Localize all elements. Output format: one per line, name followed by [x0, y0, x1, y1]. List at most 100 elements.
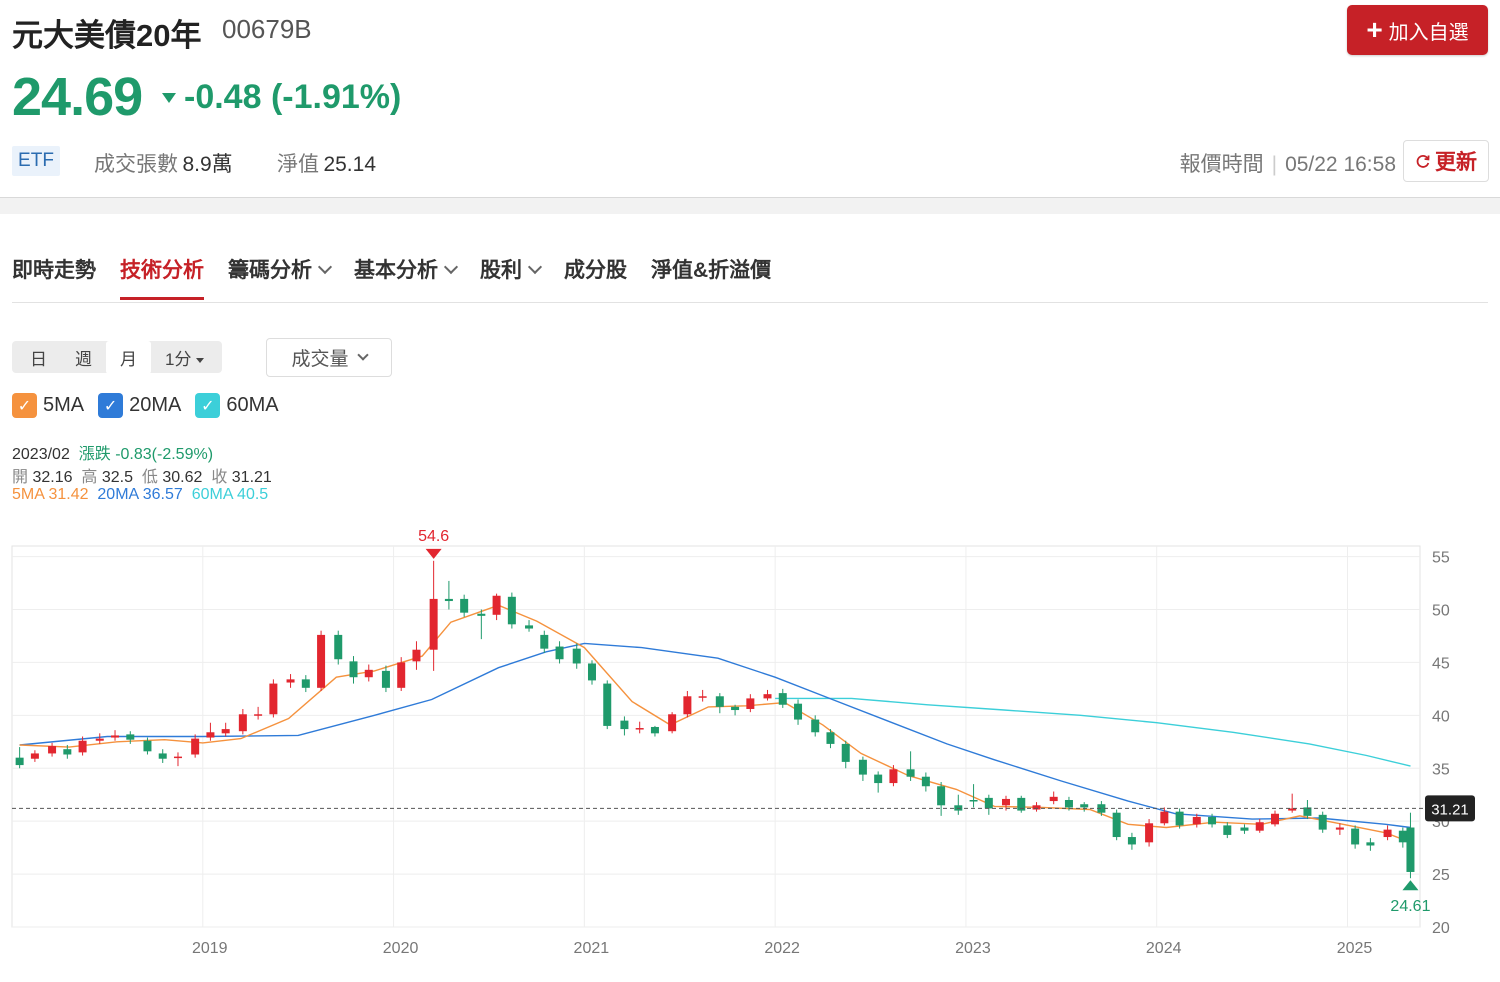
ma5-line [19, 604, 1411, 843]
candle-body [746, 698, 755, 709]
candle-body [1064, 800, 1073, 808]
tabs-underline [12, 302, 1488, 303]
candle-body [1160, 811, 1169, 824]
candle-body [841, 743, 850, 762]
volume-value: 8.9萬 [182, 153, 233, 176]
candle-body [1351, 828, 1360, 845]
candle-body [1271, 813, 1280, 825]
y-tick-label: 25 [1432, 867, 1450, 884]
candle-body [1127, 837, 1136, 845]
current-price: 24.69 [12, 67, 143, 127]
period-week[interactable]: 週 [75, 349, 92, 369]
volume-stat: 成交張數 8.9萬 [94, 148, 233, 178]
candle-body [460, 598, 469, 613]
candle-body [778, 693, 787, 705]
tab-technical[interactable]: 技術分析 [120, 254, 204, 300]
candle-body [191, 738, 200, 755]
tab-dividend[interactable]: 股利 [480, 254, 543, 298]
last-price-badge [1425, 795, 1475, 822]
ma60-toggle[interactable]: ✓ 60MA [195, 393, 279, 418]
candle-body [1406, 827, 1415, 872]
add-watchlist-label: 加入自選 [1388, 21, 1469, 44]
candle-body [364, 669, 373, 678]
candle-body [668, 714, 677, 732]
min-marker [1402, 880, 1419, 891]
candle-body [1335, 827, 1344, 830]
candle-body [63, 749, 72, 755]
info-low: 30.62 [162, 469, 203, 486]
period-minute[interactable]: 1分 [151, 341, 218, 374]
refresh-icon [1416, 155, 1430, 168]
candle-body [811, 719, 820, 733]
tab-constituents[interactable]: 成分股 [564, 259, 627, 282]
tab-fundamental[interactable]: 基本分析 [354, 254, 459, 298]
x-tick-label: 2019 [192, 940, 228, 957]
volume-label: 成交張數 [94, 153, 178, 176]
candle-body [1223, 825, 1232, 835]
candle-body [412, 649, 421, 662]
candle-body [620, 720, 629, 730]
indicator-dropdown-label: 成交量 [291, 349, 349, 370]
tab-realtime[interactable]: 即時走勢 [12, 259, 96, 282]
tab-nav-premium[interactable]: 淨值&折溢價 [651, 259, 772, 282]
x-tick-label: 2022 [764, 940, 800, 957]
period-month[interactable]: 月 [106, 340, 151, 374]
candle-body [143, 740, 152, 752]
refresh-label: 更新 [1435, 151, 1477, 174]
candle-body [1001, 798, 1010, 806]
info-change-value: -0.83(-2.59%) [115, 446, 214, 463]
x-tick-label: 2023 [955, 940, 991, 957]
info-row-date: 2023/02 漲跌 -0.83(-2.59%) [12, 440, 213, 464]
candle-body [1255, 822, 1264, 831]
candle-body [158, 753, 167, 759]
chevron-down-icon [356, 349, 369, 361]
info-ma60: 60MA 40.5 [191, 486, 269, 503]
candle-body [1097, 804, 1106, 813]
candle-body [1017, 797, 1026, 811]
candle-body [683, 696, 692, 715]
candle-body [603, 683, 612, 726]
quote-time-value: 05/22 16:58 [1285, 153, 1396, 176]
candle-body [1032, 805, 1041, 810]
candle-body [698, 696, 707, 698]
candle-body [238, 714, 247, 732]
refresh-button[interactable]: 更新 [1403, 140, 1489, 182]
candle-body [715, 696, 724, 707]
candle-body [397, 662, 406, 688]
candle-body [1398, 830, 1407, 843]
candle-body [889, 769, 898, 784]
candle-body [78, 740, 87, 753]
candle-body [635, 728, 644, 730]
x-tick-label: 2021 [574, 940, 610, 957]
candle-body [286, 679, 295, 683]
period-day[interactable]: 日 [30, 349, 47, 369]
candle-body [1080, 804, 1089, 808]
info-date: 2023/02 [12, 446, 70, 463]
candle-body [1145, 823, 1154, 843]
y-tick-label: 55 [1432, 550, 1450, 567]
ma20-line [19, 642, 1411, 829]
candle-body [111, 735, 120, 738]
max-marker [425, 548, 442, 559]
candle-body [381, 670, 390, 688]
info-high: 32.5 [101, 469, 134, 486]
tab-chips[interactable]: 籌碼分析 [228, 254, 333, 298]
candle-body [1303, 807, 1312, 816]
min-label: 24.61 [1390, 898, 1430, 915]
down-arrow-icon [162, 92, 176, 103]
section-divider [0, 197, 1500, 214]
nav-value: 25.14 [323, 153, 377, 176]
candle-body [969, 800, 978, 802]
candle-body [906, 769, 915, 777]
stock-code: 00679B [222, 14, 312, 44]
indicator-dropdown[interactable]: 成交量 [266, 338, 392, 377]
candle-body [525, 625, 534, 629]
candle-body [858, 759, 867, 775]
candle-body [507, 596, 516, 625]
candle-body [269, 683, 278, 715]
ma20-toggle[interactable]: ✓ 20MA [98, 393, 181, 418]
ma5-toggle[interactable]: ✓ 5MA [12, 393, 84, 418]
quote-time: 報價時間 | 05/22 16:58 [1179, 153, 1396, 176]
add-watchlist-button[interactable]: + 加入自選 [1347, 5, 1488, 55]
